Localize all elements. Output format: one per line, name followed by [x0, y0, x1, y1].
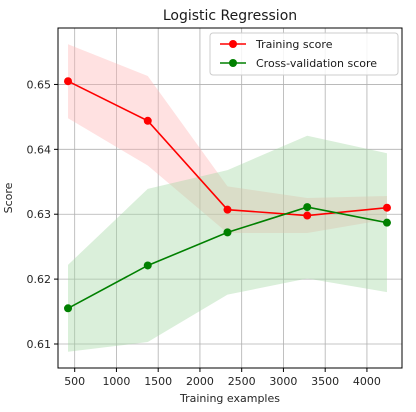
- series-points: [64, 77, 391, 313]
- series-0-point: [223, 205, 232, 214]
- x-tick-label: 2000: [186, 375, 214, 388]
- legend-label-1: Cross-validation score: [256, 57, 377, 70]
- series-0-point: [64, 77, 73, 86]
- confidence-bands: [68, 44, 387, 352]
- series-1-point: [223, 228, 232, 237]
- chart-title: Logistic Regression: [163, 8, 297, 24]
- y-axis-ticks: 0.61 0.62 0.63 0.64 0.65: [27, 78, 58, 351]
- series-1-point: [382, 218, 391, 227]
- legend: Training score Cross-validation score: [209, 32, 399, 76]
- series-0-point: [382, 203, 391, 212]
- legend-box: [209, 32, 399, 76]
- legend-label-0: Training score: [255, 38, 333, 51]
- series-0-band: [68, 44, 387, 234]
- x-axis-label: Training examples: [179, 392, 280, 405]
- series-1-point: [64, 304, 73, 313]
- y-tick-label: 0.64: [27, 143, 52, 156]
- series-1-point: [143, 261, 152, 270]
- x-tick-label: 500: [64, 375, 85, 388]
- series-0-point: [303, 211, 312, 220]
- series-1-point: [303, 203, 312, 212]
- x-axis-ticks: 500 1000 1500 2000 2500 3000 3500 4000: [64, 368, 381, 388]
- series-0-point: [143, 116, 152, 125]
- x-tick-label: 2500: [228, 375, 256, 388]
- y-tick-label: 0.63: [27, 208, 52, 221]
- x-tick-label: 3000: [269, 375, 297, 388]
- x-tick-label: 1000: [102, 375, 130, 388]
- y-axis-label: Score: [2, 182, 15, 213]
- x-tick-label: 4000: [353, 375, 381, 388]
- legend-marker-0: [229, 40, 237, 48]
- y-tick-label: 0.62: [27, 273, 52, 286]
- y-tick-label: 0.61: [27, 338, 52, 351]
- legend-marker-1: [229, 59, 237, 67]
- y-tick-label: 0.65: [27, 78, 52, 91]
- plot-frame: [57, 27, 403, 369]
- series-1-band: [68, 135, 387, 352]
- x-tick-label: 1500: [144, 375, 172, 388]
- x-tick-label: 3500: [311, 375, 339, 388]
